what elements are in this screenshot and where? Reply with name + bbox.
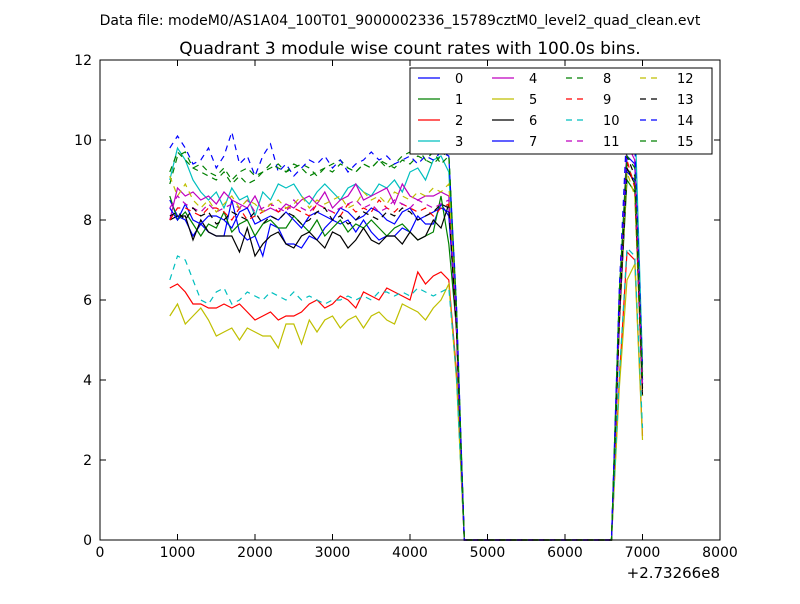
legend-label-12: 12 <box>677 72 694 87</box>
legend-label-9: 9 <box>603 93 611 108</box>
series-line-2 <box>169 250 644 541</box>
series-line-9 <box>169 159 644 541</box>
y-tick-label: 10 <box>74 133 92 149</box>
legend-label-4: 4 <box>529 72 537 87</box>
series-line-3 <box>169 111 644 541</box>
x-tick-label: 2000 <box>237 545 273 561</box>
legend-label-8: 8 <box>603 72 611 87</box>
x-tick-label: 7000 <box>625 545 661 561</box>
series-line-14 <box>169 123 644 541</box>
legend-label-10: 10 <box>603 114 620 129</box>
figure-suptitle: Data file: modeM0/AS1A04_100T01_90000023… <box>100 13 701 29</box>
x-tick-label: 3000 <box>315 545 351 561</box>
y-tick-label: 12 <box>74 53 92 69</box>
legend-label-6: 6 <box>529 114 537 129</box>
x-offset-label: +2.73266e8 <box>627 564 720 582</box>
x-tick-label: 0 <box>96 545 105 561</box>
y-tick-label: 4 <box>83 373 92 389</box>
legend-label-7: 7 <box>529 135 537 150</box>
x-tick-label: 6000 <box>547 545 583 561</box>
legend-label-14: 14 <box>677 114 694 129</box>
x-tick-label: 4000 <box>392 545 428 561</box>
legend-label-1: 1 <box>455 93 463 108</box>
x-tick-label: 5000 <box>470 545 506 561</box>
series-line-13 <box>169 155 644 541</box>
y-tick-label: 2 <box>83 453 92 469</box>
series-line-7 <box>169 154 644 541</box>
series-line-4 <box>169 143 644 541</box>
chart-title: Quadrant 3 module wise count rates with … <box>179 39 640 59</box>
legend-frame <box>409 67 713 155</box>
legend-label-13: 13 <box>677 93 694 108</box>
y-tick-label: 6 <box>83 293 92 309</box>
series-line-12 <box>169 171 644 541</box>
y-tick-label: 8 <box>83 213 92 229</box>
legend-label-0: 0 <box>455 72 463 87</box>
legend-label-3: 3 <box>455 135 463 150</box>
legend-label-11: 11 <box>603 135 620 150</box>
x-tick-label: 8000 <box>702 545 738 561</box>
axis-ticks: 0 1000 2000 3000 4000 5000 6000 7000 80000246810… <box>74 53 738 561</box>
series-line-10 <box>169 246 644 541</box>
y-tick-label: 0 <box>83 533 92 549</box>
series-layer <box>169 111 644 541</box>
legend-label-2: 2 <box>455 114 463 129</box>
legend-label-15: 15 <box>677 135 694 150</box>
legend-label-5: 5 <box>529 93 537 108</box>
x-tick-label: 1000 <box>160 545 196 561</box>
